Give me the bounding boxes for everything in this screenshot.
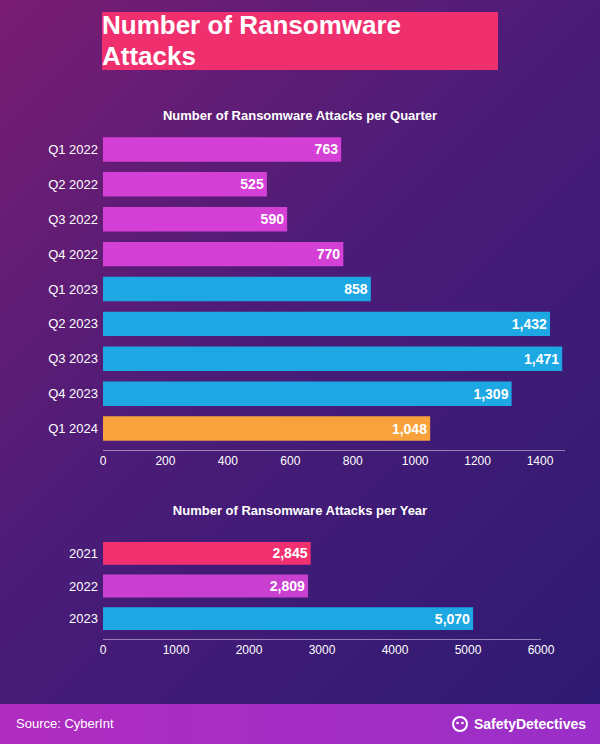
svg-text:4000: 4000 (382, 643, 409, 657)
svg-text:Q4 2022: Q4 2022 (48, 247, 98, 262)
svg-text:Q1 2024: Q1 2024 (48, 421, 98, 436)
svg-text:2,845: 2,845 (272, 545, 307, 561)
svg-text:Q2 2023: Q2 2023 (48, 316, 98, 331)
svg-text:Q2 2022: Q2 2022 (48, 177, 98, 192)
svg-text:2021: 2021 (69, 546, 98, 561)
svg-text:6000: 6000 (528, 643, 555, 657)
svg-text:1,048: 1,048 (392, 421, 427, 437)
svg-text:1000: 1000 (163, 643, 190, 657)
html-text:SafetyDetectives: SafetyDetectives (473, 716, 586, 732)
svg-text:763: 763 (315, 141, 339, 157)
svg-text:0: 0 (100, 454, 107, 468)
svg-text:400: 400 (218, 454, 238, 468)
svg-text:770: 770 (317, 246, 341, 262)
svg-text:1200: 1200 (464, 454, 491, 468)
svg-text:800: 800 (343, 454, 363, 468)
svg-text:0: 0 (100, 643, 107, 657)
svg-text:Number of Ransomware Attacks p: Number of Ransomware Attacks per Year (173, 503, 427, 518)
svg-text:5,070: 5,070 (435, 611, 470, 627)
svg-text:1400: 1400 (527, 454, 554, 468)
svg-text:1000: 1000 (402, 454, 429, 468)
svg-text:Q1 2023: Q1 2023 (48, 282, 98, 297)
svg-text:2023: 2023 (69, 611, 98, 626)
svg-text:200: 200 (155, 454, 175, 468)
html-text:Source: CyberInt: Source: CyberInt (16, 716, 114, 731)
svg-text:1,471: 1,471 (524, 351, 559, 367)
svg-text:2000: 2000 (236, 643, 263, 657)
svg-text:Q3 2022: Q3 2022 (48, 212, 98, 227)
svg-text:5000: 5000 (455, 643, 482, 657)
svg-text:1,432: 1,432 (512, 316, 547, 332)
svg-text:600: 600 (280, 454, 300, 468)
svg-text:858: 858 (344, 281, 368, 297)
svg-text:3000: 3000 (309, 643, 336, 657)
svg-text:590: 590 (261, 211, 285, 227)
svg-text:Q4 2023: Q4 2023 (48, 386, 98, 401)
svg-text:525: 525 (240, 176, 264, 192)
svg-text:Q3 2023: Q3 2023 (48, 351, 98, 366)
svg-text:Q1 2022: Q1 2022 (48, 142, 98, 157)
svg-text:2,809: 2,809 (270, 578, 305, 594)
html-text:Number of Ransomware Attacks: Number of Ransomware Attacks (102, 10, 402, 71)
svg-text:1,309: 1,309 (473, 386, 508, 402)
svg-text:2022: 2022 (69, 579, 98, 594)
svg-text:Number of Ransomware Attacks p: Number of Ransomware Attacks per Quarter (163, 108, 437, 123)
